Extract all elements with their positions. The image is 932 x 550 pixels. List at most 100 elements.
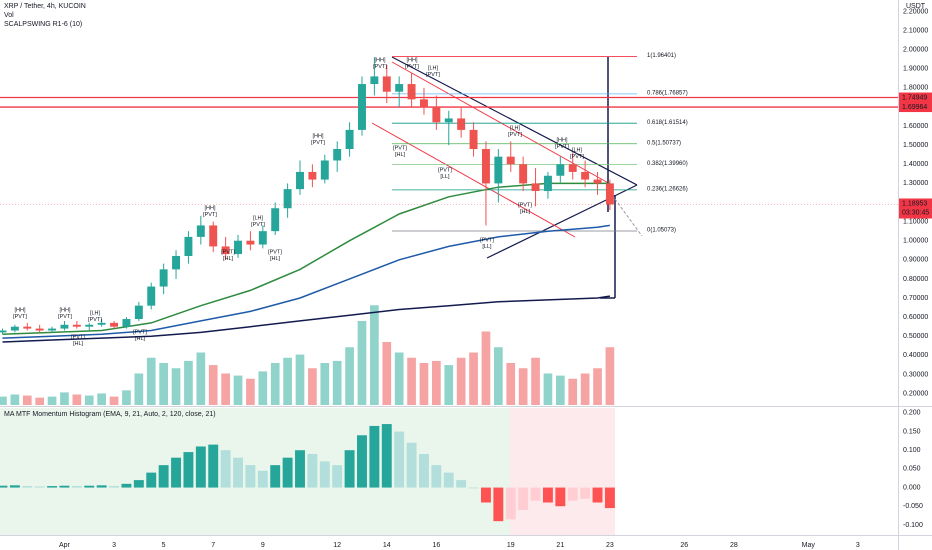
pivot-label: [HL] — [223, 256, 234, 262]
y-tick-label: 2.10000 — [903, 27, 928, 34]
histogram-bar — [456, 480, 467, 488]
y-tick-label: 0.20000 — [903, 390, 928, 397]
pivot-label: [PVT] — [508, 132, 522, 138]
pivot-label: [PVT] — [88, 317, 102, 323]
candle-body — [234, 240, 242, 255]
histogram-bar — [493, 487, 504, 522]
histogram-bar — [245, 465, 256, 488]
x-tick-label: May — [802, 542, 816, 549]
histogram-bar — [542, 487, 553, 503]
candle-body — [134, 305, 143, 320]
histogram-bar — [59, 485, 70, 488]
price-tag — [899, 198, 932, 219]
volume-bar — [494, 347, 503, 405]
volume-bar — [84, 395, 94, 405]
pivot-label: [LL] — [482, 244, 492, 250]
histogram-bar — [9, 485, 20, 488]
volume-bar — [221, 373, 230, 405]
y-tick-label: 0.000 — [903, 484, 921, 491]
candle-body — [358, 84, 366, 130]
triangle-top — [391, 56, 638, 186]
indicator-label: SCALPSWING R1-6 (10) — [4, 21, 82, 28]
histogram-bar — [208, 444, 219, 488]
x-tick-label: 21 — [556, 542, 564, 549]
histogram-bar — [468, 487, 479, 489]
pivot-label: [PVT] — [570, 154, 584, 160]
histogram-bar — [71, 486, 82, 488]
x-tick-label: 14 — [383, 542, 391, 549]
y-tick-label: 2.00000 — [903, 47, 928, 54]
volume-bar — [394, 352, 404, 405]
x-tick-label: 3 — [112, 542, 116, 549]
pivot-label: [PVT] — [203, 212, 217, 218]
histogram-bar — [109, 486, 120, 488]
candle-body — [469, 129, 478, 150]
volume-bar — [506, 363, 516, 405]
volume-bar — [72, 394, 82, 405]
pivot-label: [HH] — [205, 205, 216, 211]
candle-body — [494, 156, 503, 184]
volume-bar — [555, 375, 565, 405]
volume-bar — [543, 373, 553, 405]
y-tick-label: 1.40000 — [903, 161, 928, 168]
volume-bar — [60, 392, 69, 405]
pivot-label: [PVT] — [221, 249, 235, 255]
fib-label: 1(1.96401) — [647, 53, 676, 59]
y-tick-label: 0.050 — [903, 466, 921, 473]
histogram-bar — [233, 457, 243, 488]
pivot-label: [PVT] — [13, 314, 27, 320]
candle-body — [110, 322, 119, 327]
volume-bar — [196, 352, 206, 405]
histogram-bar — [282, 457, 293, 488]
y-tick-label: 0.200 — [903, 410, 921, 417]
pivot-label: [PVT] — [58, 314, 72, 320]
candle-body — [60, 324, 69, 329]
volume-bar — [308, 368, 317, 405]
volume-bar — [345, 347, 354, 405]
pivot-label: [HL] — [520, 209, 531, 215]
candle-body — [407, 84, 416, 100]
volume-bar — [208, 365, 218, 405]
pivot-label: [HL] — [395, 152, 406, 158]
candle-body — [481, 149, 490, 184]
y-tick-label: 0.80000 — [903, 276, 928, 283]
pivot-label: [PVT] — [426, 72, 440, 78]
fib-label: 0.236(1.26626) — [647, 186, 688, 192]
histogram-bar — [344, 450, 355, 488]
price-tag-label: 1.69964 — [902, 104, 927, 111]
candle-body — [382, 76, 391, 92]
pivot-label: [PVT] — [373, 64, 387, 70]
candle-body — [432, 106, 441, 123]
volume-bar — [146, 357, 156, 405]
candle-body — [506, 156, 515, 165]
candle-body — [159, 269, 168, 287]
pivot-label: [HL] — [135, 336, 146, 342]
pivot-label: [HH] — [313, 133, 324, 139]
y-tick-label: 0.30000 — [903, 371, 928, 378]
histogram-bar — [332, 465, 343, 488]
x-tick-label: 28 — [730, 542, 738, 549]
volume-bar — [419, 363, 429, 405]
histogram-bar — [443, 472, 454, 488]
histogram-bar — [530, 487, 541, 501]
pivot-label: [HL] — [73, 341, 84, 347]
pivot-label: [LH] — [510, 125, 521, 131]
candle-body — [296, 171, 304, 190]
candle-body — [23, 326, 32, 329]
volume-bar — [432, 360, 441, 405]
candle-body — [308, 171, 317, 180]
candle-body — [320, 160, 329, 180]
candle-body — [271, 208, 280, 232]
histogram-bar — [0, 485, 8, 488]
histogram-bar — [96, 485, 107, 488]
histogram-bar — [431, 465, 442, 488]
histogram-bar — [195, 446, 206, 488]
candle-body — [420, 99, 428, 107]
candle-body — [85, 324, 94, 327]
candle-body — [122, 319, 131, 327]
volume-bar — [10, 394, 20, 405]
candle-body — [605, 183, 614, 205]
candle-body — [531, 183, 540, 192]
histogram-bar — [220, 450, 231, 488]
